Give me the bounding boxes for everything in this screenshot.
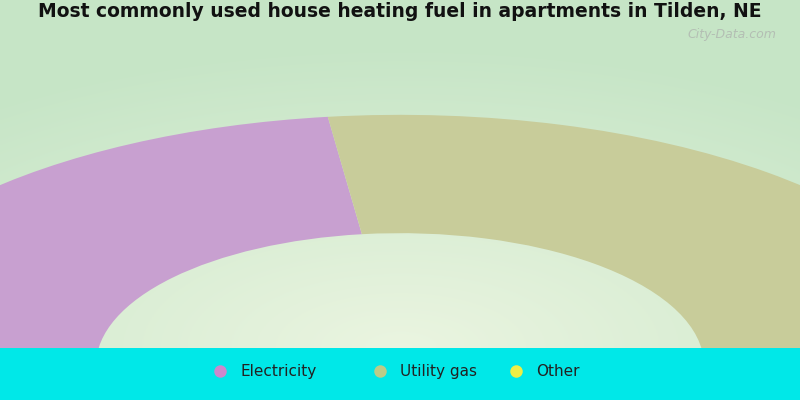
Wedge shape (703, 350, 800, 366)
Wedge shape (0, 117, 362, 366)
Text: Utility gas: Utility gas (400, 364, 477, 379)
Text: Most commonly used house heating fuel in apartments in Tilden, NE: Most commonly used house heating fuel in… (38, 2, 762, 21)
Text: Electricity: Electricity (240, 364, 316, 379)
Text: City-Data.com: City-Data.com (687, 28, 776, 41)
Wedge shape (328, 115, 800, 357)
Text: Other: Other (536, 364, 579, 379)
